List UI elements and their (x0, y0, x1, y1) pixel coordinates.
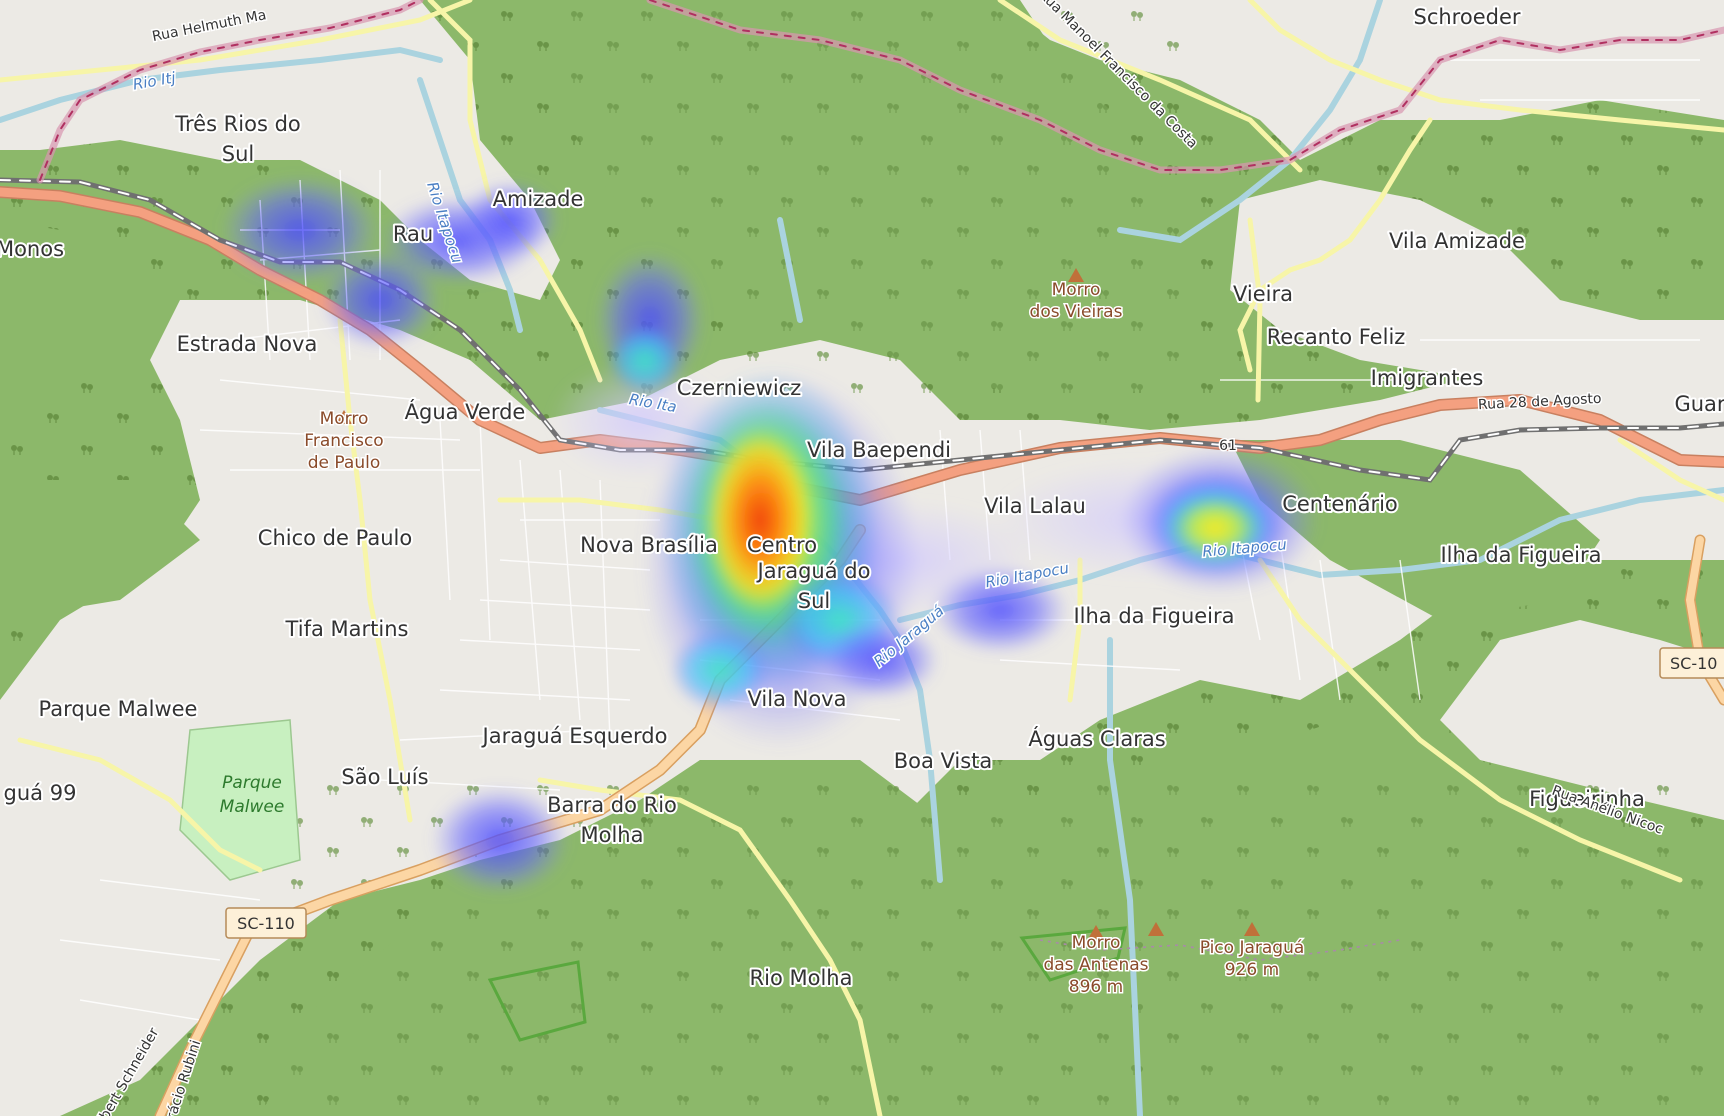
heatmap-layer (220, 175, 1320, 895)
place-label-rio-molha[interactable]: Rio Molha (748, 964, 855, 992)
place-label-boa-vista[interactable]: Boa Vista (892, 747, 995, 775)
place-label-vila-amizade[interactable]: Vila Amizade (1387, 227, 1527, 255)
place-label-ilha-da-figueira-2[interactable]: Ilha da Figueira (1438, 541, 1603, 569)
place-label-vila-lalau[interactable]: Vila Lalau (982, 492, 1088, 520)
place-label-imigrantes[interactable]: Imigrantes (1369, 364, 1486, 392)
place-label-jaragua-do-sul[interactable]: Jaraguá do Sul (754, 557, 873, 615)
place-label-barra-do-rio-molha[interactable]: Barra do Rio Molha (545, 791, 679, 849)
place-label-vila-baependi[interactable]: Vila Baependi (805, 436, 953, 464)
place-label-parque-malwee[interactable]: Parque Malwee (37, 695, 200, 723)
place-label-sao-luis[interactable]: São Luís (339, 763, 430, 791)
peak-markers (336, 268, 1260, 939)
trail (1039, 939, 1401, 961)
place-label-centenario[interactable]: Centenário (1280, 490, 1400, 518)
protected-area (487, 960, 587, 1042)
place-label-centro[interactable]: Centro (745, 531, 819, 559)
protected-area-antenas (1019, 926, 1127, 982)
svg-text:SC-110: SC-110 (237, 914, 295, 933)
peak-label-pico-jaragua[interactable]: Pico Jaraguá 926 m (1198, 937, 1306, 982)
place-label-amizade[interactable]: Amizade (491, 185, 586, 213)
place-label-aguas-claras[interactable]: Águas Claras (1026, 724, 1167, 753)
place-label-rau[interactable]: Rau (391, 220, 435, 248)
route-shield-sc-110-west: SC-110 (225, 907, 307, 939)
place-label-jaragua-esquerdo[interactable]: Jaraguá Esquerdo (479, 722, 670, 750)
peak-icon (1068, 268, 1084, 282)
place-label-tres-rios-do-sul[interactable]: Três Rios do Sul (172, 110, 303, 168)
place-label-figueirinha[interactable]: Figueirinha (1527, 785, 1647, 813)
peak-label-morro-das-antenas[interactable]: Morro das Antenas 896 m (1042, 932, 1150, 999)
place-label-agua-verde[interactable]: Água Verde (403, 397, 528, 426)
peak-icon (1244, 922, 1260, 936)
route-shield-sc-110-east: SC-10 (1659, 647, 1724, 679)
place-label-nova-brasilia[interactable]: Nova Brasília (578, 531, 720, 559)
peak-icon (1088, 925, 1104, 939)
place-label-tifa-martins[interactable]: Tifa Martins (283, 615, 411, 643)
place-label-schroeder[interactable]: Schroeder (1411, 3, 1522, 31)
admin-boundary (36, 0, 1724, 184)
place-label-vieira[interactable]: Vieira (1231, 280, 1295, 308)
road-label-route-61: 61 (1219, 438, 1237, 454)
place-label-guaramirim[interactable]: Guar (1672, 390, 1724, 418)
place-label-estrada-nova[interactable]: Estrada Nova (175, 330, 320, 358)
place-label-chico-de-paulo[interactable]: Chico de Paulo (256, 524, 414, 552)
place-label-jaragua-99[interactable]: guá 99 (2, 779, 79, 807)
place-label-czerniewicz[interactable]: Czerniewicz (675, 374, 804, 402)
place-label-monos[interactable]: Monos (0, 235, 66, 263)
place-label-vila-nova[interactable]: Vila Nova (746, 685, 849, 713)
park-label-parque-malwee-park[interactable]: Parque Malwee (220, 773, 285, 817)
place-label-recanto-feliz[interactable]: Recanto Feliz (1265, 323, 1408, 351)
peak-icon (1148, 922, 1164, 936)
peak-label-morro-dos-vieiras[interactable]: Morro dos Vieiras (1028, 279, 1124, 324)
peak-icon (336, 410, 352, 424)
place-label-ilha-da-figueira-1[interactable]: Ilha da Figueira (1071, 602, 1236, 630)
peak-label-morro-francisco-de-paulo[interactable]: Morro Francisco de Paulo (303, 408, 385, 475)
svg-text:SC-10: SC-10 (1670, 654, 1717, 673)
